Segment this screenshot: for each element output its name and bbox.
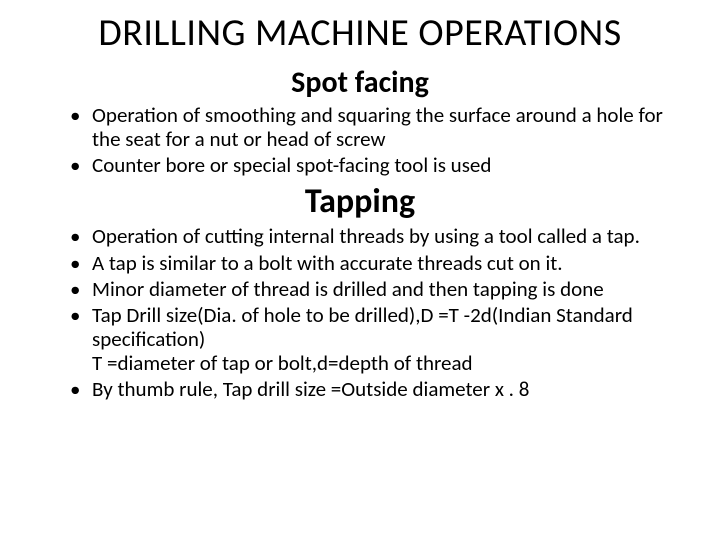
section-heading-tapping: Tapping bbox=[30, 181, 690, 222]
section-heading-spot-facing: Spot facing bbox=[30, 64, 690, 101]
list-item: Counter bore or special spot-facing tool… bbox=[70, 153, 690, 177]
list-item: Operation of cutting internal threads by… bbox=[70, 224, 690, 248]
list-item: By thumb rule, Tap drill size =Outside d… bbox=[70, 377, 690, 401]
bullet-list-spot-facing: Operation of smoothing and squaring the … bbox=[30, 103, 690, 177]
list-item: Operation of smoothing and squaring the … bbox=[70, 103, 690, 151]
bullet-list-tapping: Operation of cutting internal threads by… bbox=[30, 224, 690, 401]
list-item: A tap is similar to a bolt with accurate… bbox=[70, 251, 690, 275]
slide: DRILLING MACHINE OPERATIONS Spot facing … bbox=[0, 0, 720, 423]
page-title: DRILLING MACHINE OPERATIONS bbox=[30, 10, 690, 56]
list-item: Minor diameter of thread is drilled and … bbox=[70, 277, 690, 301]
list-item: Tap Drill size(Dia. of hole to be drille… bbox=[70, 303, 690, 375]
